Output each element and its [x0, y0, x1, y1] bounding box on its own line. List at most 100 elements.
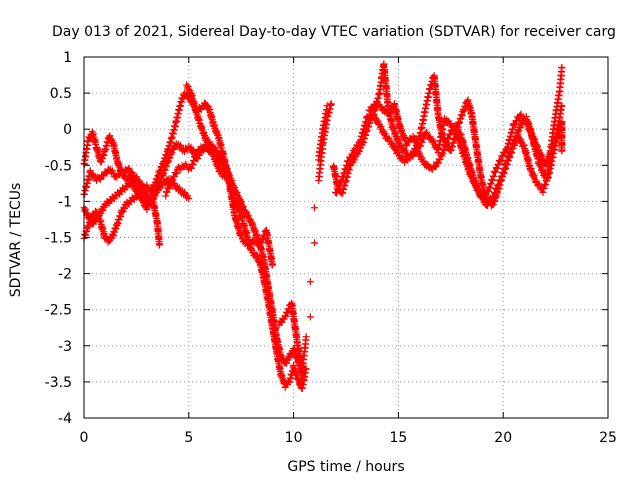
data-point: [391, 143, 399, 151]
x-tick-label: 20: [494, 430, 512, 446]
data-point: [412, 136, 420, 144]
data-point: [86, 167, 94, 175]
data-point: [185, 195, 193, 203]
data-point: [385, 110, 393, 118]
x-tick-label: 5: [184, 430, 193, 446]
data-point: [278, 354, 286, 362]
data-point: [132, 184, 140, 192]
data-point: [517, 136, 525, 144]
data-point: [139, 182, 147, 190]
data-point: [434, 159, 442, 167]
data-point: [99, 206, 107, 214]
data-point: [445, 134, 453, 142]
data-points: [80, 60, 566, 392]
chart-title: Day 013 of 2021, Sidereal Day-to-day VTE…: [52, 24, 616, 40]
data-point: [245, 214, 253, 222]
ticks: 0 5 10 15 20 25 1 0.5 0 -0.5 -1 -1.5 -2 -2.5 -3 -3.5 -4: [45, 50, 617, 446]
x-tick-label: 25: [599, 430, 617, 446]
data-point: [354, 142, 362, 150]
data-point: [145, 203, 153, 211]
data-point: [125, 164, 133, 172]
data-point: [401, 146, 409, 154]
x-tick-label: 10: [285, 430, 303, 446]
data-point: [436, 155, 444, 163]
data-point: [81, 205, 89, 213]
data-point: [374, 117, 382, 125]
y-tick-label: -4: [58, 411, 72, 427]
data-point: [206, 143, 214, 151]
data-point: [204, 139, 212, 147]
x-tick-label: 15: [389, 430, 407, 446]
data-point: [558, 102, 566, 110]
data-point: [511, 121, 519, 129]
data-point: [501, 149, 509, 157]
data-point: [183, 81, 191, 89]
data-point: [173, 169, 181, 177]
data-point: [302, 333, 310, 341]
data-point: [517, 110, 525, 118]
data-point: [327, 100, 335, 108]
data-point: [416, 149, 424, 157]
data-point: [394, 149, 402, 157]
data-point: [119, 208, 127, 216]
data-point: [300, 376, 308, 384]
data-point: [237, 232, 245, 240]
data-point: [306, 313, 314, 321]
data-point: [283, 359, 291, 367]
data-point: [269, 261, 277, 269]
x-axis-label: GPS time / hours: [287, 459, 404, 475]
data-point: [141, 187, 149, 195]
data-point: [233, 188, 241, 196]
y-tick-label: -3.5: [45, 375, 72, 391]
data-point: [447, 120, 455, 128]
y-tick-label: 1: [63, 50, 72, 66]
y-tick-label: 0.5: [50, 86, 72, 102]
data-point: [241, 207, 249, 215]
data-point: [423, 128, 431, 136]
data-point: [205, 140, 213, 148]
y-tick-label: -0.5: [45, 158, 72, 174]
data-point: [239, 203, 247, 211]
data-point: [220, 173, 228, 181]
data-point: [377, 122, 385, 130]
y-tick-label: -2: [58, 267, 72, 283]
data-point: [385, 134, 393, 142]
data-point: [418, 154, 426, 162]
data-point: [203, 101, 211, 109]
data-point: [558, 146, 566, 154]
data-point: [244, 211, 252, 219]
data-point: [115, 171, 123, 179]
data-point: [136, 192, 144, 200]
data-point: [168, 149, 176, 157]
y-tick-label: -3: [58, 339, 72, 355]
y-axis-label: SDTVAR / TECUs: [8, 183, 24, 298]
y-tick-label: 0: [63, 122, 72, 138]
data-point: [139, 196, 147, 204]
data-point: [430, 137, 438, 145]
data-point: [155, 240, 163, 248]
data-point: [106, 132, 114, 140]
data-point: [311, 239, 319, 247]
data-point: [497, 156, 505, 164]
y-tick-label: -1: [58, 194, 72, 210]
data-point: [347, 154, 355, 162]
data-point: [311, 204, 319, 212]
y-tick-label: -2.5: [45, 303, 72, 319]
x-tick-label: 0: [80, 430, 89, 446]
data-point: [217, 153, 225, 161]
data-point: [323, 102, 331, 110]
data-point: [96, 175, 104, 183]
data-point: [475, 187, 483, 195]
data-point: [107, 135, 115, 143]
data-point: [185, 85, 193, 93]
data-point: [247, 240, 255, 248]
data-point: [370, 110, 378, 118]
data-point: [151, 192, 159, 200]
data-point: [108, 167, 116, 175]
data-point: [184, 82, 192, 90]
data-point: [431, 163, 439, 171]
y-tick-label: -1.5: [45, 231, 72, 247]
data-point: [558, 64, 566, 72]
